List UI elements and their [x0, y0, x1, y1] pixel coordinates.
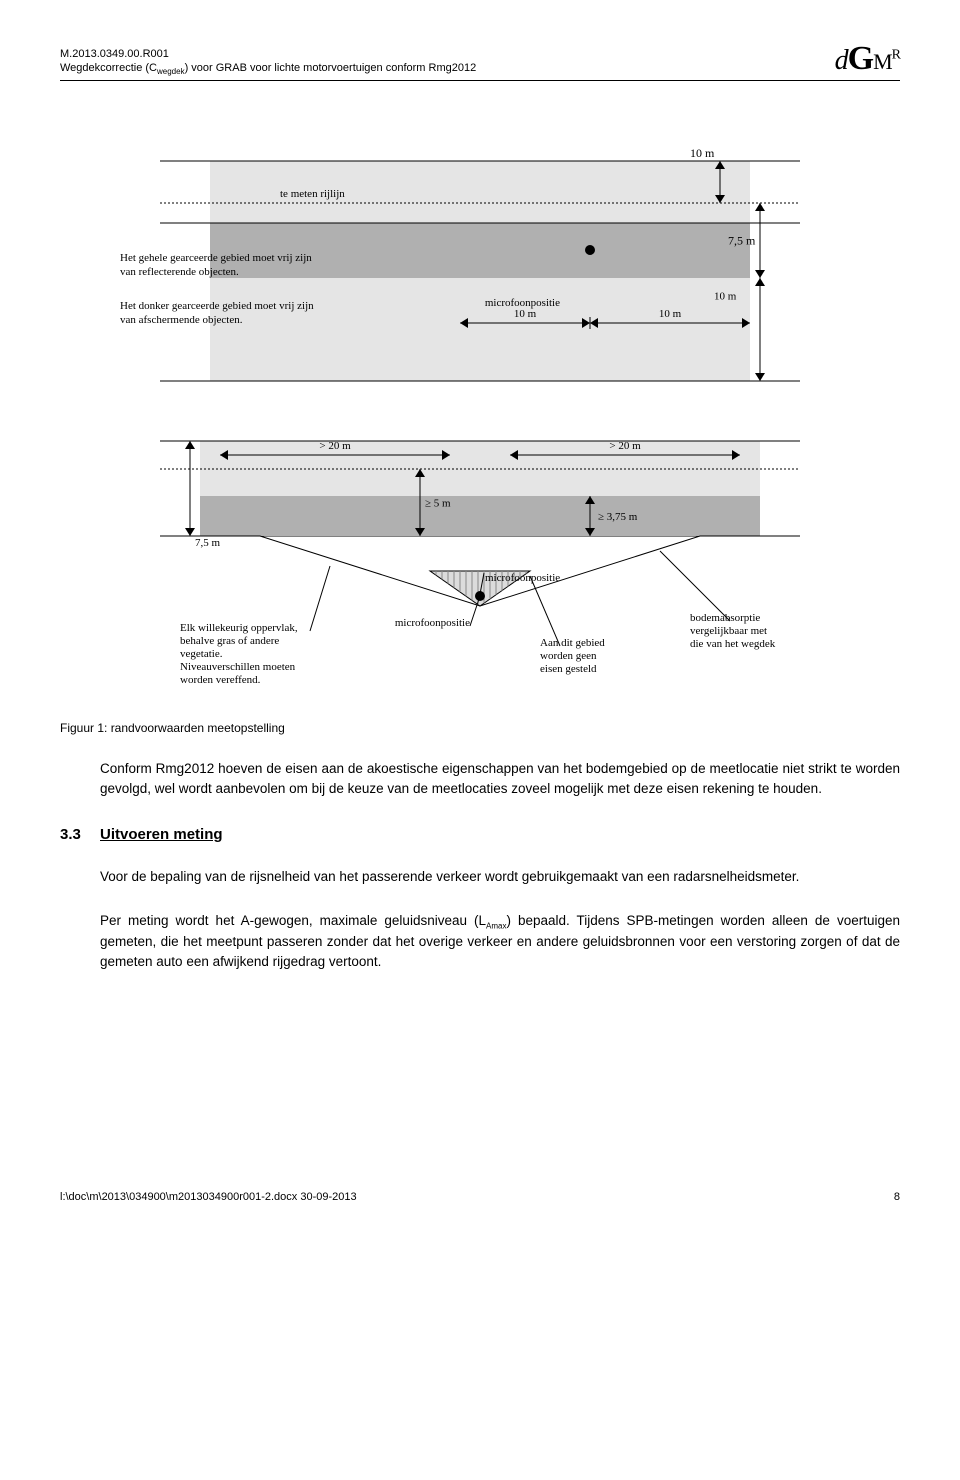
diagram-bottom: > 20 m > 20 m ≥ 5 m ≥ 3,75 m 7,5 m Elk willek…	[120, 431, 840, 691]
section-number: 3.3	[60, 826, 100, 843]
paragraph-1: Conform Rmg2012 hoeven de eisen aan de a…	[100, 759, 900, 798]
doc-id: M.2013.0349.00.R001	[60, 47, 476, 61]
figure-caption: Figuur 1: randvoorwaarden meetopstelling	[60, 721, 900, 735]
figure-1-top: te meten rijlijn10 m7,5 mmicrofoonpositi…	[60, 141, 900, 401]
svg-text:10 m: 10 m	[659, 308, 682, 320]
svg-text:Het donker gearceerde gebied m: Het donker gearceerde gebied moet vrij z…	[120, 300, 314, 312]
svg-text:worden geen: worden geen	[540, 650, 597, 662]
section-heading: 3.3Uitvoeren meting	[60, 826, 900, 843]
figure-1-bottom: > 20 m > 20 m ≥ 5 m ≥ 3,75 m 7,5 m Elk willek…	[60, 431, 900, 691]
footer-path: l:\doc\m\2013\034900\m2013034900r001-2.d…	[60, 1191, 357, 1203]
page-header: M.2013.0349.00.R001 Wegdekcorrectie (Cwe…	[60, 40, 900, 81]
svg-text:van afschermende objecten.: van afschermende objecten.	[120, 314, 243, 326]
svg-text:10 m: 10 m	[690, 146, 715, 160]
svg-text:10 m: 10 m	[714, 291, 737, 303]
paragraph-3: Per meting wordt het A-gewogen, maximale…	[100, 911, 900, 971]
svg-text:bodemabsorptie: bodemabsorptie	[690, 612, 760, 624]
header-left: M.2013.0349.00.R001 Wegdekcorrectie (Cwe…	[60, 47, 476, 78]
svg-text:microfoonpositie: microfoonpositie	[395, 617, 470, 629]
svg-text:vegetatie.: vegetatie.	[180, 648, 223, 660]
section-title: Uitvoeren meting	[100, 826, 223, 843]
svg-text:Het gehele gearceerde gebied m: Het gehele gearceerde gebied moet vrij z…	[120, 252, 312, 264]
svg-text:7,5 m: 7,5 m	[728, 234, 756, 248]
svg-text:> 20 m: > 20 m	[609, 440, 641, 452]
paragraph-2: Voor de bepaling van de rijsnelheid van …	[100, 867, 900, 887]
svg-text:die van het wegdek: die van het wegdek	[690, 638, 776, 650]
svg-text:vergelijkbaar met: vergelijkbaar met	[690, 625, 767, 637]
svg-text:eisen gesteld: eisen gesteld	[540, 663, 597, 675]
svg-text:van reflecterende objecten.: van reflecterende objecten.	[120, 266, 239, 278]
svg-text:te meten rijlijn: te meten rijlijn	[280, 188, 345, 200]
diagram-top: te meten rijlijn10 m7,5 mmicrofoonpositi…	[120, 141, 840, 401]
svg-text:7,5 m: 7,5 m	[195, 537, 221, 549]
svg-text:microfoonpositie: microfoonpositie	[485, 572, 560, 584]
doc-title: Wegdekcorrectie (Cwegdek) voor GRAB voor…	[60, 61, 476, 78]
svg-text:behalve gras of andere: behalve gras of andere	[180, 635, 279, 647]
svg-text:10 m: 10 m	[514, 308, 537, 320]
footer-page: 8	[894, 1191, 900, 1203]
svg-text:> 20 m: > 20 m	[319, 440, 351, 452]
svg-text:worden vereffend.: worden vereffend.	[180, 674, 261, 686]
logo: dGMR	[835, 40, 900, 78]
svg-text:≥ 5 m: ≥ 5 m	[425, 498, 451, 510]
page-footer: l:\doc\m\2013\034900\m2013034900r001-2.d…	[60, 1191, 900, 1203]
svg-text:Aan dit gebied: Aan dit gebied	[540, 637, 605, 649]
svg-text:≥ 3,75 m: ≥ 3,75 m	[598, 511, 638, 523]
svg-text:Elk willekeurig oppervlak,: Elk willekeurig oppervlak,	[180, 622, 298, 634]
svg-text:Niveauverschillen moeten: Niveauverschillen moeten	[180, 661, 296, 673]
